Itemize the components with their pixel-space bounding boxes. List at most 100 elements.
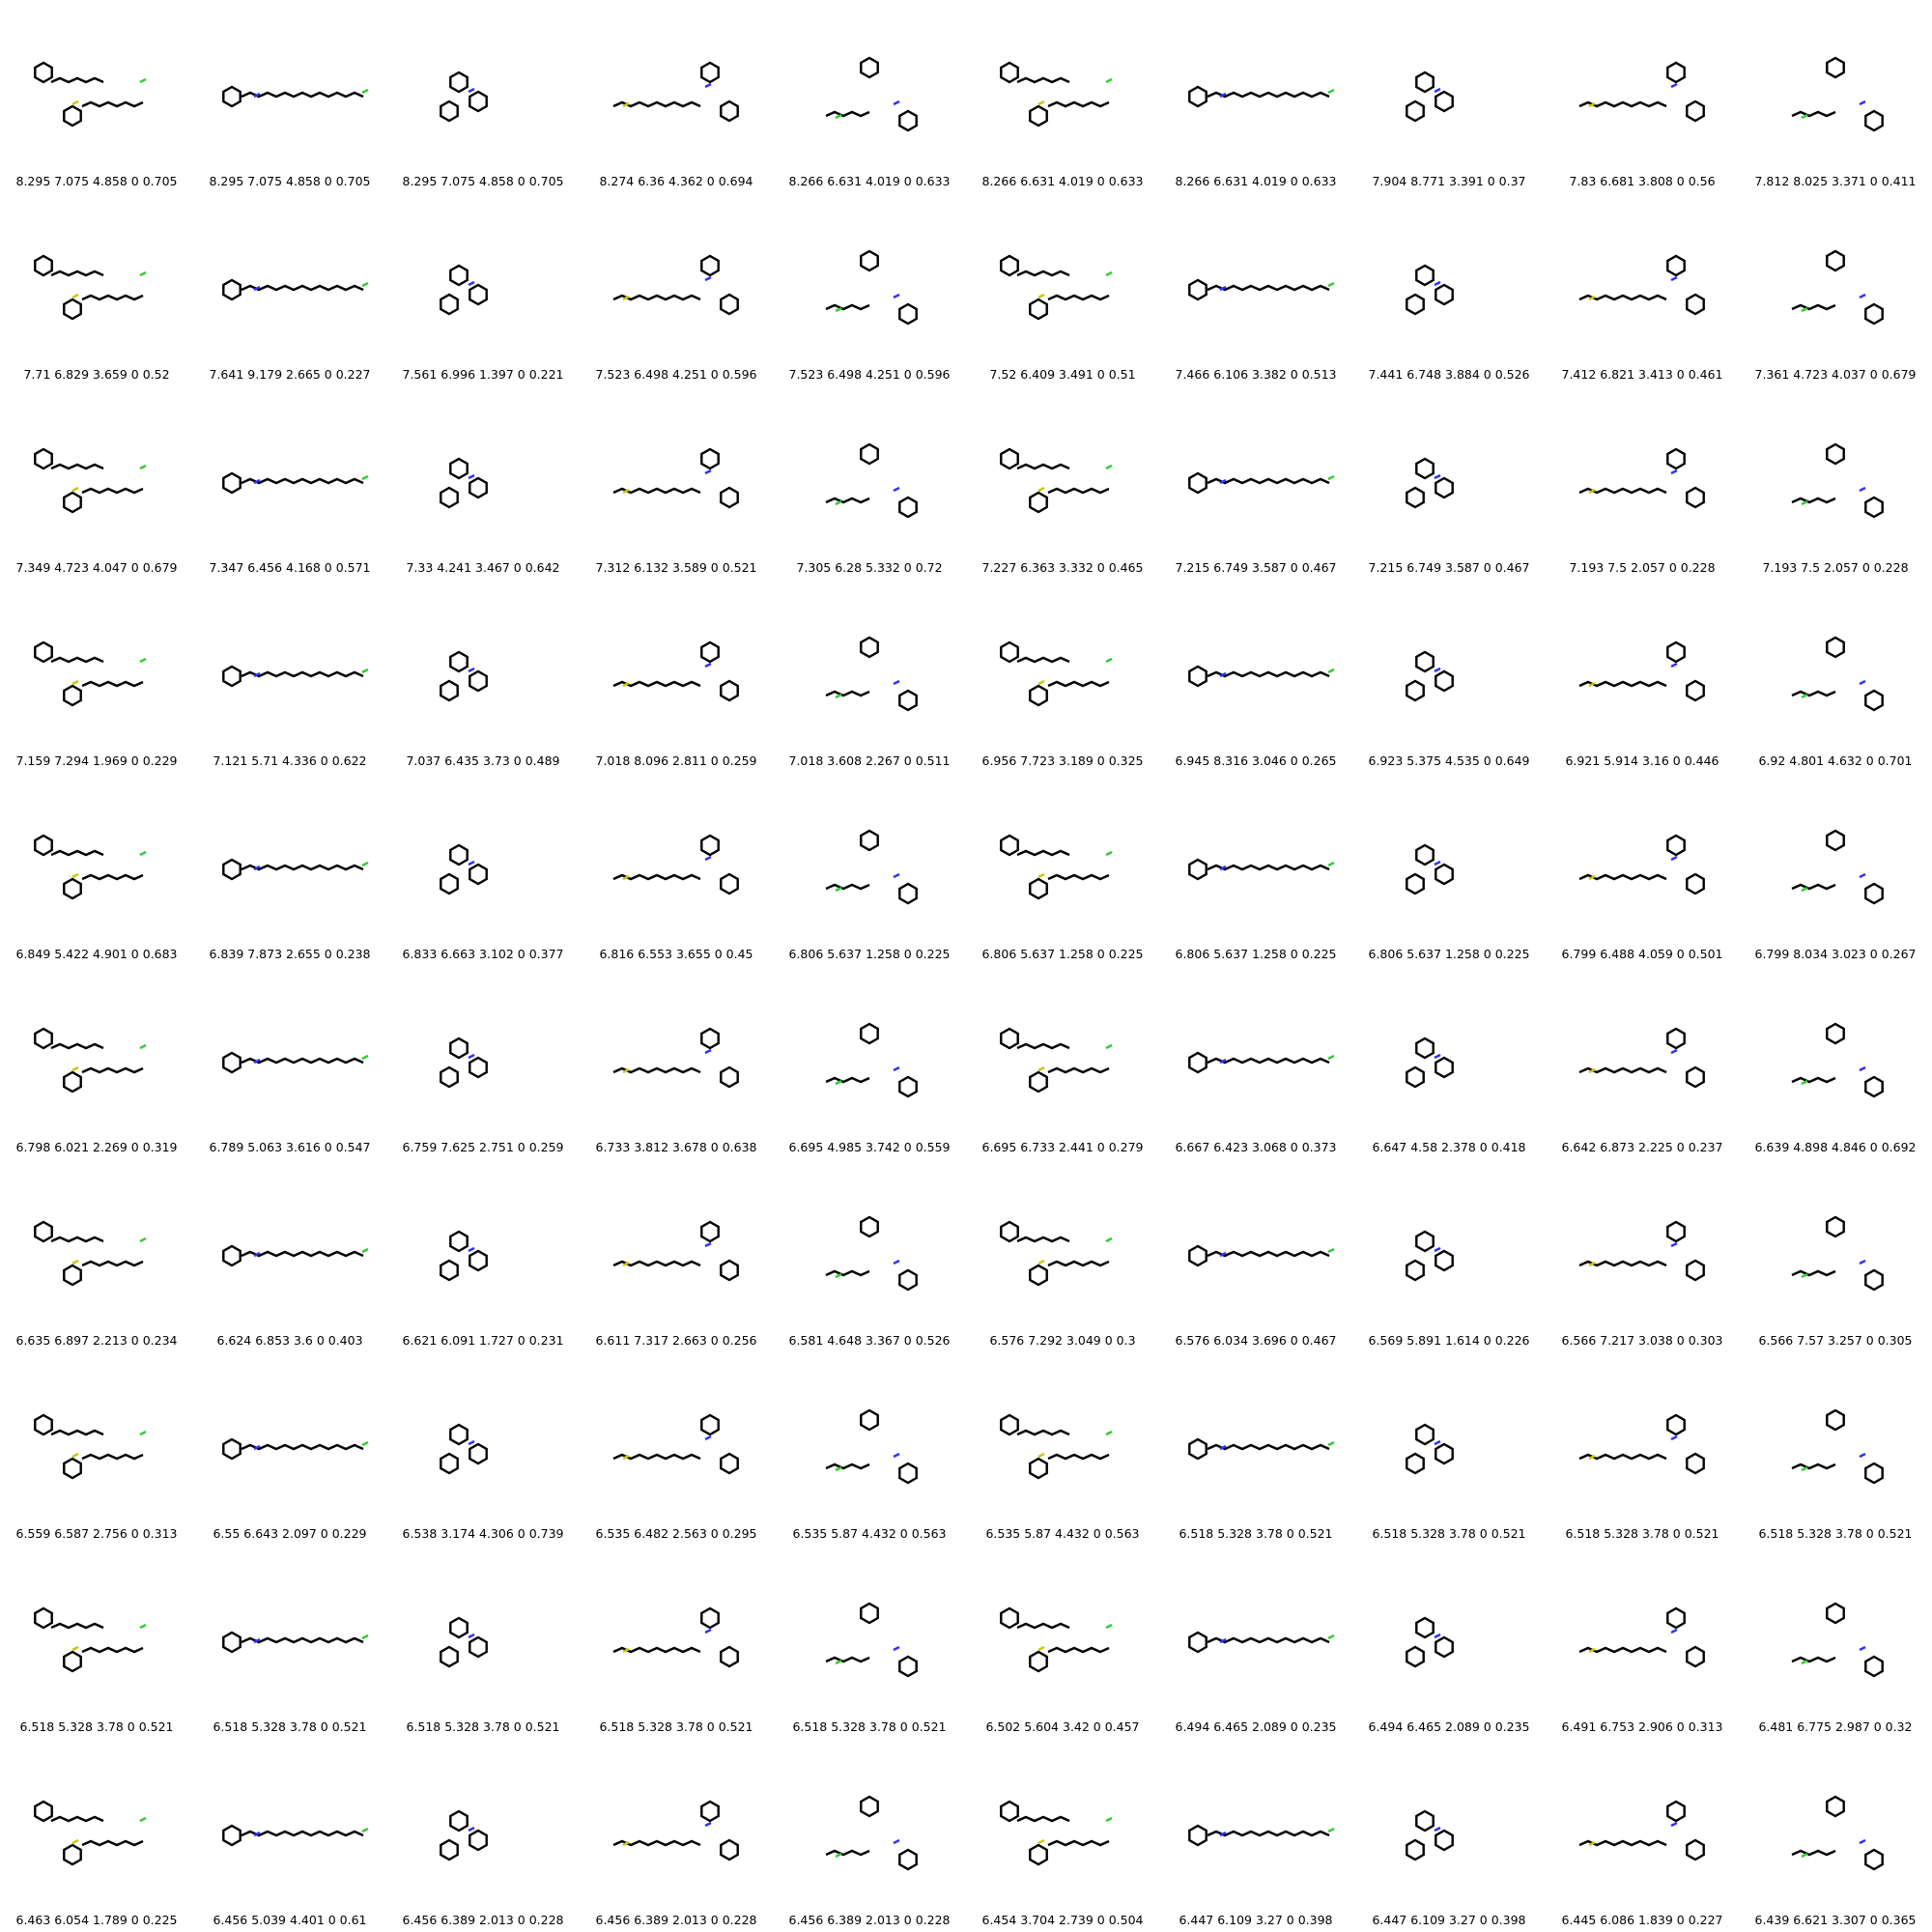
molecule-cell: 7.441 6.748 3.884 0 0.526: [1352, 193, 1546, 386]
molecule-structure: [1791, 1408, 1884, 1485]
carbon-chain: [241, 91, 364, 99]
nitrogen-atom: [253, 671, 261, 678]
nitrogen-atom: [893, 872, 900, 879]
benzene-ring: [1435, 1635, 1454, 1659]
benzene-ring: [700, 1413, 720, 1436]
benzene-ring: [1415, 264, 1435, 287]
molecule-structure: [440, 264, 488, 316]
benzene-ring: [1826, 249, 1845, 272]
molecule-cell: 6.535 5.87 4.432 0 0.563: [773, 1352, 966, 1546]
molecule-cell: 6.502 5.604 3.42 0 0.457: [966, 1546, 1159, 1739]
sulfur-atom: [1588, 1261, 1596, 1267]
fluorine-atom: [139, 1236, 147, 1243]
sulfur-atom: [622, 681, 630, 688]
benzene-ring: [1435, 1249, 1454, 1272]
nitrogen-atom: [468, 667, 475, 673]
molecule-caption: 7.412 6.821 3.413 0 0.461: [1561, 367, 1723, 382]
carbon-chain: [1207, 477, 1330, 485]
molecule-caption: 6.456 6.389 2.013 0 0.228: [788, 1913, 951, 1927]
benzene-ring: [1826, 1795, 1845, 1818]
benzene-ring: [469, 1635, 488, 1659]
benzene-ring: [34, 640, 53, 664]
carbon-chain: [1791, 1076, 1836, 1084]
carbon-chain: [1016, 1815, 1070, 1823]
carbon-chain: [241, 1250, 364, 1258]
molecule-caption: 6.621 6.091 1.727 0 0.231: [402, 1333, 564, 1348]
benzene-ring: [860, 1795, 879, 1818]
molecule-structure: [1791, 829, 1884, 905]
sulfur-atom: [1037, 99, 1045, 106]
benzene-ring: [720, 293, 739, 316]
benzene-ring: [440, 1452, 459, 1475]
benzene-ring: [440, 679, 459, 702]
benzene-ring: [1666, 61, 1686, 84]
benzene-ring: [449, 1230, 469, 1253]
molecule-caption: 6.642 6.873 2.225 0 0.237: [1561, 1140, 1723, 1154]
benzene-ring: [1000, 640, 1019, 664]
molecule-caption: 6.647 4.58 2.378 0 0.418: [1372, 1140, 1526, 1154]
molecule-caption: 6.445 6.086 1.839 0 0.227: [1561, 1913, 1723, 1927]
molecule-cell: 7.018 8.096 2.811 0 0.259: [580, 580, 773, 773]
molecule-structure: [1791, 1795, 1884, 1871]
molecule-structure: [1188, 85, 1335, 108]
molecule-structure: [1791, 56, 1884, 132]
molecule-structure: [34, 834, 147, 900]
nitrogen-atom: [893, 293, 900, 299]
benzene-ring: [860, 1215, 879, 1238]
benzene-ring: [1000, 1220, 1019, 1243]
benzene-ring: [63, 104, 82, 128]
sulfur-atom: [1037, 872, 1045, 879]
molecule-structure: [1791, 636, 1884, 712]
carbon-chain: [81, 1646, 144, 1654]
nitrogen-atom: [704, 1628, 712, 1634]
benzene-ring: [449, 843, 469, 867]
fluorine-atom: [361, 474, 369, 481]
benzene-ring: [700, 1800, 720, 1823]
benzene-ring: [1188, 1824, 1208, 1847]
molecule-caption: 7.349 4.723 4.047 0 0.679: [15, 560, 178, 575]
fluorine-atom: [139, 1430, 147, 1436]
molecule-caption: 6.55 6.643 2.097 0 0.229: [213, 1526, 367, 1541]
nitrogen-atom: [1434, 473, 1441, 480]
benzene-ring: [898, 1075, 918, 1098]
carbon-chain: [1016, 849, 1070, 857]
molecule-caption: 6.518 5.328 3.78 0 0.521: [1372, 1526, 1526, 1541]
molecule-caption: 6.635 6.897 2.213 0 0.234: [15, 1333, 178, 1348]
nitrogen-atom: [704, 82, 712, 89]
fluorine-atom: [835, 886, 842, 893]
carbon-chain: [241, 1057, 364, 1065]
benzene-ring: [1435, 476, 1454, 499]
benzene-ring: [898, 1462, 918, 1485]
nitrogen-atom: [253, 1831, 261, 1837]
molecule-cell: 6.55 6.643 2.097 0 0.229: [193, 1352, 386, 1546]
molecule-cell: 6.923 5.375 4.535 0 0.649: [1352, 580, 1546, 773]
nitrogen-atom: [1859, 679, 1866, 686]
nitrogen-atom: [253, 92, 261, 99]
molecule-structure: [1188, 1244, 1335, 1267]
fluorine-atom: [835, 306, 842, 313]
carbon-chain: [1207, 864, 1330, 871]
molecule-cell: 7.33 4.241 3.467 0 0.642: [386, 386, 580, 580]
carbon-chain: [1016, 270, 1070, 277]
molecule-structure: [222, 471, 369, 495]
nitrogen-atom: [704, 469, 712, 475]
benzene-ring: [440, 99, 459, 123]
molecule-structure: [1578, 640, 1705, 702]
fluorine-atom: [139, 270, 147, 277]
benzene-ring: [700, 834, 720, 857]
benzene-ring: [1415, 1037, 1435, 1060]
molecule-caption: 6.456 6.389 2.013 0 0.228: [402, 1913, 564, 1927]
nitrogen-atom: [253, 1637, 261, 1644]
benzene-ring: [1000, 834, 1019, 857]
nitrogen-atom: [1219, 478, 1227, 485]
benzene-ring: [1826, 829, 1845, 852]
benzene-ring: [1435, 283, 1454, 306]
fluorine-atom: [835, 1079, 842, 1086]
nitrogen-atom: [893, 1259, 900, 1265]
molecule-cell: 6.576 7.292 3.049 0 0.3: [966, 1159, 1159, 1352]
molecule-cell: 6.566 7.217 3.038 0 0.303: [1546, 1159, 1739, 1352]
benzene-ring: [34, 1413, 53, 1436]
nitrogen-atom: [1859, 1838, 1866, 1845]
carbon-chain: [81, 294, 144, 301]
molecule-structure: [222, 858, 369, 881]
